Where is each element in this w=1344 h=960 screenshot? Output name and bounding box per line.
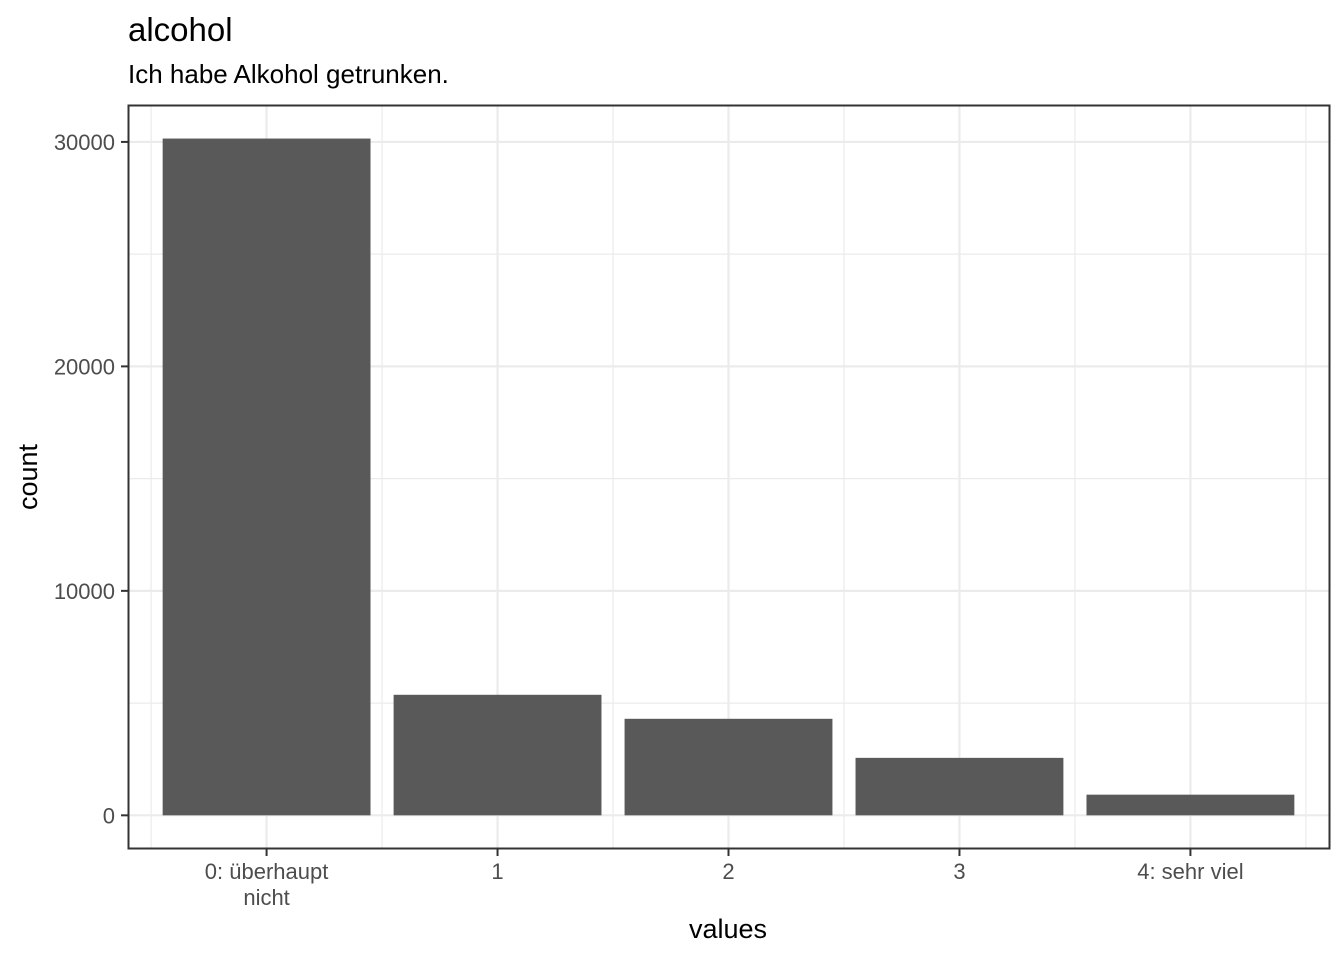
bar-0 xyxy=(162,138,371,816)
x-tick-label: 2 xyxy=(722,859,734,884)
y-axis-ticks: 0 10000 20000 30000 xyxy=(54,130,128,828)
x-tick-label: 4: sehr viel xyxy=(1137,859,1243,884)
x-tick-label: 3 xyxy=(953,859,965,884)
bar-1 xyxy=(393,694,602,816)
x-axis-ticks: 0: überhaupt nicht 1 2 3 4: sehr viel xyxy=(205,849,1244,910)
x-tick-label: 1 xyxy=(491,859,503,884)
bar-4 xyxy=(1086,794,1295,816)
plot-panel-border xyxy=(127,104,1331,850)
y-axis-title: count xyxy=(13,443,43,510)
x-axis-title: values xyxy=(689,914,767,944)
bar-3 xyxy=(855,757,1064,816)
bar-2 xyxy=(624,718,833,816)
y-tick-label: 0 xyxy=(103,803,115,828)
y-tick-label: 10000 xyxy=(54,579,115,604)
y-tick-label: 30000 xyxy=(54,130,115,155)
y-tick-label: 20000 xyxy=(54,354,115,379)
chart-subtitle: Ich habe Alkohol getrunken. xyxy=(128,59,449,89)
chart-title: alcohol xyxy=(128,11,233,48)
x-tick-label: 0: überhaupt nicht xyxy=(205,859,329,910)
bars xyxy=(162,138,1295,816)
